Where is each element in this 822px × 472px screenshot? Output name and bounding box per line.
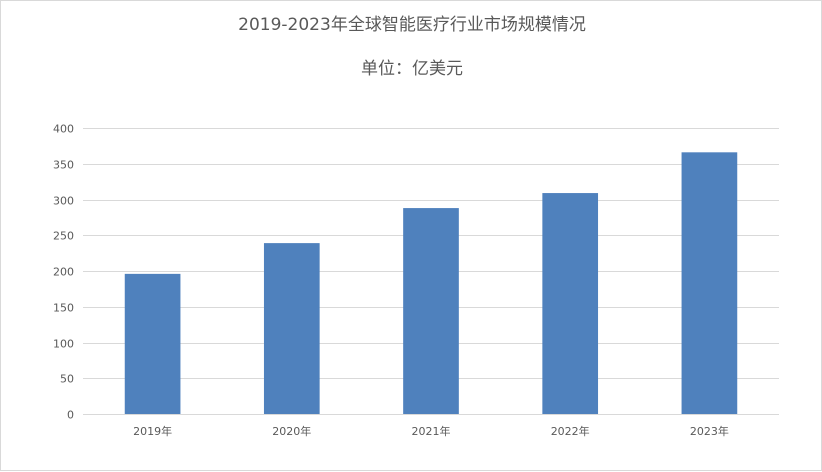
y-tick-label: 350: [53, 159, 74, 172]
bar-2021年: [403, 208, 459, 414]
x-tick-label: 2019年: [133, 424, 172, 438]
chart-subtitle: 单位：亿美元: [361, 59, 463, 79]
chart-title: 2019-2023年全球智能医疗行业市场规模情况: [238, 15, 586, 35]
bar-2023年: [681, 152, 738, 414]
bar-2019年: [124, 273, 181, 414]
y-tick-label: 50: [60, 373, 74, 386]
y-tick-label: 250: [53, 230, 74, 243]
y-tick-label: 300: [53, 195, 74, 208]
y-tick-label: 0: [67, 409, 74, 422]
y-tick-label: 150: [53, 302, 74, 315]
x-tick-label: 2023年: [690, 424, 729, 438]
x-tick-label: 2022年: [551, 424, 590, 438]
x-tick-label: 2021年: [412, 424, 451, 438]
y-tick-label: 100: [53, 338, 74, 351]
bar-2022年: [542, 193, 599, 414]
x-tick-label: 2020年: [272, 424, 311, 438]
bar-2020年: [263, 243, 320, 414]
y-tick-label: 400: [53, 123, 74, 136]
y-tick-label: 200: [53, 266, 74, 279]
